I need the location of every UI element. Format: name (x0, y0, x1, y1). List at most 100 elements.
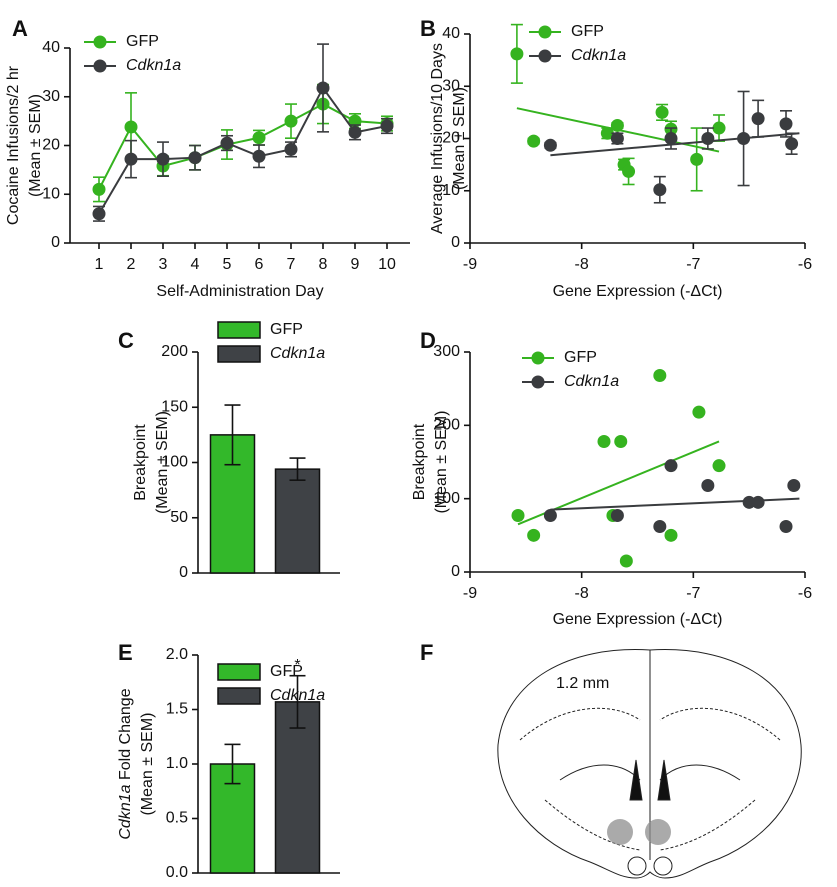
y-axis-label-text: Cocaine Infusions/2 hr (5, 65, 22, 225)
data-point (124, 152, 138, 166)
x-axis-label: Self-Administration Day (156, 283, 323, 300)
data-point (622, 164, 636, 178)
y-tick-label: 10 (42, 185, 60, 202)
data-point (124, 120, 138, 134)
panel-letter: B (420, 16, 436, 41)
trend-line (550, 132, 800, 157)
bar (274, 468, 321, 574)
y-axis-label: (Mean ± SEM) (27, 94, 44, 197)
x-tick-label: 8 (319, 256, 328, 273)
legend-marker (531, 351, 545, 365)
data-point (779, 117, 793, 131)
y-axis-label: (Mean ± SEM) (433, 410, 450, 513)
legend-label: Cdkn1a (571, 47, 626, 64)
legend-marker (93, 59, 107, 73)
x-tick-label: 7 (287, 256, 296, 273)
y-axis-label-text: (Mean ± SEM) (27, 94, 44, 197)
panel-letter: F (420, 640, 433, 665)
series-line (98, 86, 388, 215)
data-point (610, 118, 624, 132)
data-point (787, 478, 801, 492)
x-tick-label: 4 (191, 256, 200, 273)
y-axis-label: Cdkn1a Fold Change (117, 688, 134, 839)
y-tick-label: 1.0 (166, 755, 188, 772)
x-tick-label: 9 (351, 256, 360, 273)
data-point (701, 478, 715, 492)
brain-diagram (497, 649, 802, 879)
data-point (543, 509, 557, 523)
data-point (597, 434, 611, 448)
legend-label: GFP (126, 33, 159, 50)
data-point (220, 136, 234, 150)
data-point (653, 183, 667, 197)
y-tick-label: 2.0 (166, 646, 188, 663)
data-point (527, 134, 541, 148)
legend-label: Cdkn1a (270, 687, 325, 704)
data-point (690, 152, 704, 166)
legend-label: GFP (571, 23, 604, 40)
data-point (779, 520, 793, 534)
legend-label: Cdkn1a (564, 373, 619, 390)
y-axis-label: Breakpoint (132, 424, 149, 501)
data-point (610, 132, 624, 145)
y-tick-label: 30 (42, 88, 60, 105)
x-tick-label: -8 (575, 585, 589, 602)
diagram-label: 1.2 mm (556, 675, 609, 692)
data-point (664, 132, 678, 145)
y-tick-label: 40 (42, 39, 60, 56)
y-tick-label: 300 (433, 343, 460, 360)
data-point (252, 149, 266, 163)
x-tick-label: -7 (686, 585, 700, 602)
x-tick-label: -7 (686, 256, 700, 273)
data-point (527, 528, 541, 542)
series-line (98, 102, 388, 190)
legend-swatch (217, 321, 261, 339)
data-point (284, 142, 298, 156)
y-axis-label: (Mean ± SEM) (154, 411, 171, 514)
data-point (511, 509, 525, 523)
bar (274, 701, 321, 874)
data-point (156, 152, 170, 166)
annotation: * (294, 657, 300, 674)
y-tick-label: 10 (442, 182, 460, 199)
data-point (653, 520, 667, 534)
y-tick-label: 0.0 (166, 864, 188, 881)
data-point (619, 554, 633, 568)
y-axis-label-text: (Mean ± SEM) (139, 712, 156, 815)
data-point (92, 207, 106, 221)
y-tick-label: 0 (51, 234, 60, 251)
y-axis-label-text: Fold Change (117, 688, 134, 780)
x-axis-label: Gene Expression (-ΔCt) (553, 283, 723, 300)
data-point (510, 47, 524, 61)
data-point (737, 132, 751, 145)
y-axis-label-text: (Mean ± SEM) (154, 411, 171, 514)
data-point (692, 405, 706, 419)
x-tick-label: 3 (159, 256, 168, 273)
data-point (600, 126, 614, 140)
panel-letter: D (420, 328, 436, 353)
y-axis-label: Average Infusions/10 Days (429, 43, 446, 234)
legend-swatch (217, 663, 261, 681)
panel-letter: A (12, 16, 28, 41)
y-tick-label: 0.5 (166, 810, 188, 827)
y-tick-label: 50 (170, 509, 188, 526)
data-point (701, 132, 715, 145)
legend-swatch (217, 345, 261, 363)
legend-label: GFP (270, 321, 303, 338)
y-axis-label: Cocaine Infusions/2 hr (5, 65, 22, 225)
data-point (664, 459, 678, 473)
x-tick-label: 6 (255, 256, 264, 273)
y-tick-label: 150 (161, 398, 188, 415)
data-point (751, 112, 765, 126)
legend-marker (531, 375, 545, 389)
data-point (712, 459, 726, 473)
legend-label: GFP (564, 349, 597, 366)
x-tick-label: -9 (463, 256, 477, 273)
y-tick-label: 40 (442, 25, 460, 42)
data-point (614, 434, 628, 448)
data-point (655, 105, 669, 119)
y-tick-label: 30 (442, 77, 460, 94)
y-tick-label: 20 (442, 130, 460, 147)
y-tick-label: 200 (161, 343, 188, 360)
legend-marker (93, 35, 107, 49)
